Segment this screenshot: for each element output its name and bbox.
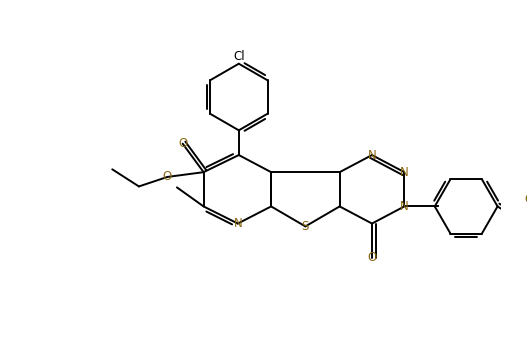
Text: N: N (400, 166, 409, 179)
Text: O: O (163, 171, 172, 184)
Text: O: O (367, 251, 377, 264)
Text: N: N (233, 217, 242, 230)
Text: O: O (178, 137, 187, 150)
Text: Cl: Cl (233, 49, 245, 62)
Text: N: N (368, 148, 376, 161)
Text: O: O (524, 193, 527, 206)
Text: N: N (400, 200, 409, 213)
Text: S: S (301, 220, 309, 233)
